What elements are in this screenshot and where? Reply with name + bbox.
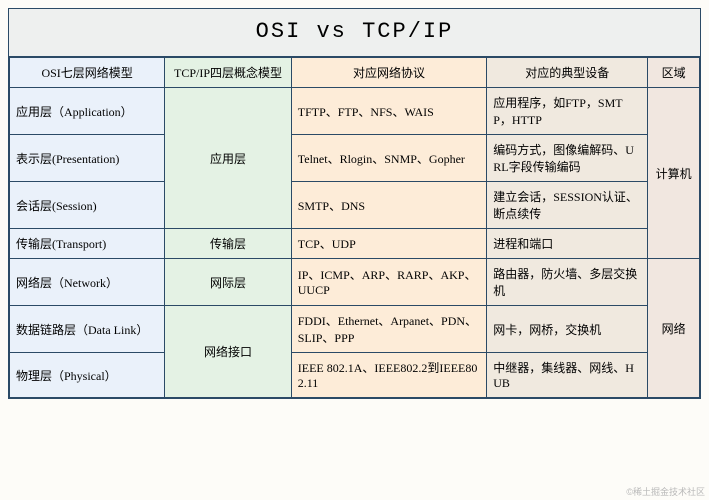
table-row: 应用层（Application）应用层TFTP、FTP、NFS、WAIS应用程序… [10, 88, 700, 135]
zone-cell: 计算机 [648, 88, 700, 259]
watermark-text: ©稀土掘金技术社区 [626, 485, 705, 498]
table-title: OSI vs TCP/IP [9, 9, 700, 57]
tcp-layer-cell: 网络接口 [165, 306, 292, 398]
protocol-cell: Telnet、Rlogin、SNMP、Gopher [291, 135, 487, 182]
zone-cell: 网络 [648, 259, 700, 398]
tcp-layer-cell: 网际层 [165, 259, 292, 306]
protocol-cell: SMTP、DNS [291, 182, 487, 229]
osi-layer-cell: 会话层(Session) [10, 182, 165, 229]
header-row: OSI七层网络模型 TCP/IP四层概念模型 对应网络协议 对应的典型设备 区域 [10, 58, 700, 88]
table-row: 会话层(Session) SMTP、DNS建立会话，SESSION认证、断点续传 [10, 182, 700, 229]
protocol-cell: IEEE 802.1A、IEEE802.2到IEEE802.11 [291, 353, 487, 398]
header-protocol: 对应网络协议 [291, 58, 487, 88]
device-cell: 中继器，集线器、网线、HUB [487, 353, 648, 398]
device-cell: 编码方式，图像编解码、URL字段传输编码 [487, 135, 648, 182]
osi-layer-cell: 应用层（Application） [10, 88, 165, 135]
osi-layer-cell: 网络层（Network） [10, 259, 165, 306]
table-row: 数据链路层（Data Link）网络接口FDDI、Ethernet、Arpane… [10, 306, 700, 353]
osi-layer-cell: 数据链路层（Data Link） [10, 306, 165, 353]
header-zone: 区域 [648, 58, 700, 88]
device-cell: 网卡，网桥，交换机 [487, 306, 648, 353]
table-row: 物理层（Physical） IEEE 802.1A、IEEE802.2到IEEE8… [10, 353, 700, 398]
device-cell: 建立会话，SESSION认证、断点续传 [487, 182, 648, 229]
protocol-cell: TFTP、FTP、NFS、WAIS [291, 88, 487, 135]
protocol-cell: IP、ICMP、ARP、RARP、AKP、UUCP [291, 259, 487, 306]
header-osi: OSI七层网络模型 [10, 58, 165, 88]
tcp-layer-cell: 传输层 [165, 229, 292, 259]
device-cell: 进程和端口 [487, 229, 648, 259]
osi-layer-cell: 传输层(Transport) [10, 229, 165, 259]
protocol-cell: TCP、UDP [291, 229, 487, 259]
table-row: 表示层(Presentation) Telnet、Rlogin、SNMP、Goph… [10, 135, 700, 182]
osi-layer-cell: 物理层（Physical） [10, 353, 165, 398]
table-body: 应用层（Application）应用层TFTP、FTP、NFS、WAIS应用程序… [10, 88, 700, 398]
comparison-table-wrap: OSI vs TCP/IP OSI七层网络模型 TCP/IP四层概念模型 对应网… [8, 8, 701, 399]
header-tcp: TCP/IP四层概念模型 [165, 58, 292, 88]
osi-tcp-table: OSI七层网络模型 TCP/IP四层概念模型 对应网络协议 对应的典型设备 区域… [9, 57, 700, 398]
protocol-cell: FDDI、Ethernet、Arpanet、PDN、SLIP、PPP [291, 306, 487, 353]
tcp-layer-cell: 应用层 [165, 88, 292, 229]
device-cell: 应用程序，如FTP，SMTP，HTTP [487, 88, 648, 135]
table-row: 网络层（Network）网际层IP、ICMP、ARP、RARP、AKP、UUCP… [10, 259, 700, 306]
device-cell: 路由器，防火墙、多层交换机 [487, 259, 648, 306]
osi-layer-cell: 表示层(Presentation) [10, 135, 165, 182]
header-device: 对应的典型设备 [487, 58, 648, 88]
table-row: 传输层(Transport)传输层TCP、UDP进程和端口 [10, 229, 700, 259]
